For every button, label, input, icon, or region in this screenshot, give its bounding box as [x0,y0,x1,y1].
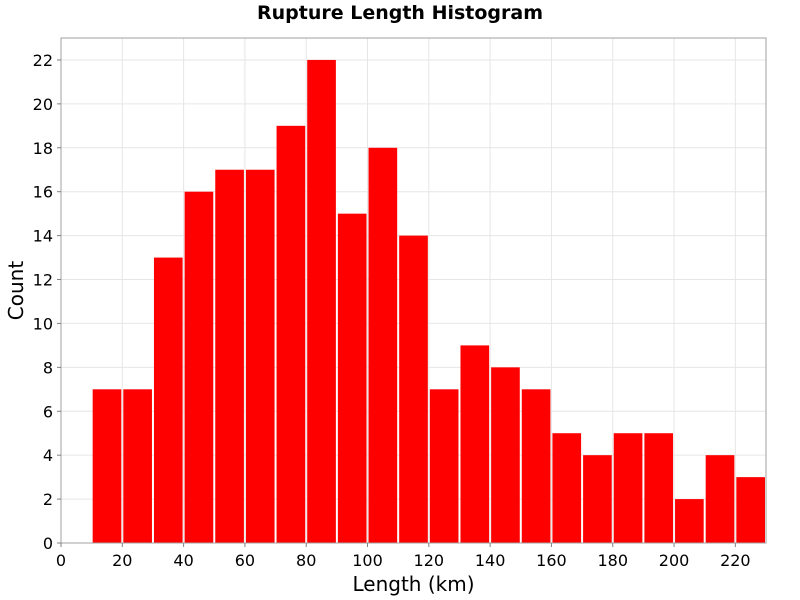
y-axis-title: Count [4,261,28,321]
y-tick-label: 8 [43,358,53,377]
histogram-bar [399,235,428,543]
histogram-bar [307,59,336,544]
y-tick-label: 16 [33,183,53,202]
y-tick-label: 14 [33,227,53,246]
x-tick-label: 220 [720,551,751,570]
histogram-bar [337,213,367,544]
histogram-bar [521,389,551,543]
y-tick-label: 2 [43,490,53,509]
x-axis-tick-labels: 0 20 40 60 80 100 120 140 160 180 200 220 [56,551,751,570]
x-tick-label: 120 [414,551,445,570]
histogram-bar [675,499,704,543]
y-tick-label: 20 [33,95,53,114]
x-tick-label: 100 [352,551,383,570]
chart-title: Rupture Length Histogram [256,2,544,24]
histogram-bar [245,169,275,543]
y-tick-label: 4 [43,446,53,465]
x-tick-label: 80 [296,551,316,570]
histogram-bar [215,169,244,543]
x-tick-label: 20 [112,551,132,570]
x-tick-label: 140 [475,551,506,570]
histogram-bar [92,389,122,543]
y-tick-label: 22 [33,51,53,70]
x-tick-label: 180 [597,551,628,570]
x-tick-label: 160 [536,551,567,570]
histogram-bar [123,389,152,543]
y-axis-tick-labels: 0 2 4 6 8 10 12 14 16 18 20 22 [33,51,53,553]
x-tick-label: 200 [659,551,690,570]
histogram-bars [92,59,765,544]
histogram-bar [583,455,612,543]
x-tick-label: 0 [56,551,66,570]
histogram-bar [736,477,765,543]
histogram-bar [613,433,643,543]
x-axis-title: Length (km) [352,572,474,596]
histogram-bar [153,257,183,543]
histogram-bar [705,455,735,543]
y-tick-label: 0 [43,534,53,553]
histogram-bar [368,147,398,544]
histogram-bar [491,367,520,543]
histogram-bar [184,191,214,543]
histogram-bar [276,125,306,544]
y-tick-label: 10 [33,314,53,333]
y-tick-label: 18 [33,139,53,158]
histogram-bar [460,345,490,543]
y-tick-label: 6 [43,402,53,421]
y-tick-label: 12 [33,271,53,290]
histogram-bar [429,389,459,543]
x-tick-label: 60 [235,551,255,570]
plot-area-border [60,37,767,544]
histogram-bar [552,433,582,543]
x-tick-label: 40 [173,551,193,570]
axis-ticks [57,59,736,547]
histogram-bar [644,433,674,543]
